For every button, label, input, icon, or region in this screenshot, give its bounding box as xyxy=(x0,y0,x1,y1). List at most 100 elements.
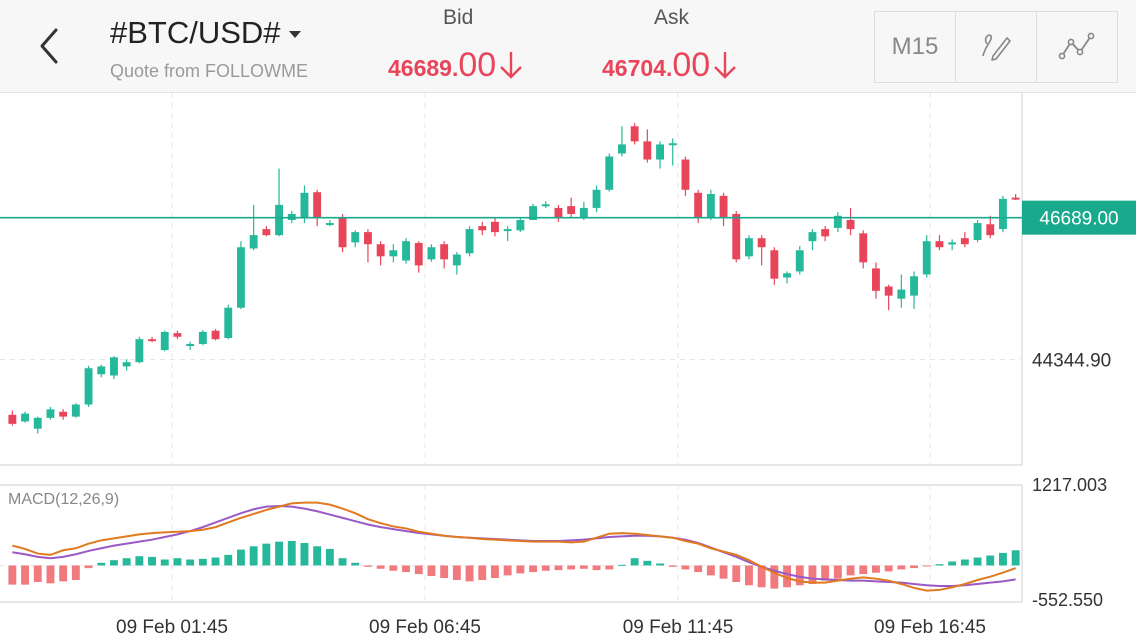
ask-price-big: 00 xyxy=(672,46,711,84)
candlestick-series xyxy=(0,123,1022,434)
candle-body xyxy=(275,204,283,236)
macd-histogram-bar xyxy=(681,565,690,570)
candle-body xyxy=(579,207,588,217)
candle-body xyxy=(694,192,703,217)
candle-body xyxy=(960,238,969,245)
candle-body xyxy=(770,250,779,279)
candle-body xyxy=(224,307,233,338)
chart-toolbox: M15 xyxy=(874,11,1118,83)
candle-body xyxy=(122,362,131,367)
macd-histogram-bar xyxy=(364,565,372,567)
candle-body xyxy=(160,331,169,351)
macd-histogram-bar xyxy=(973,557,982,566)
macd-histogram-bar xyxy=(300,542,309,566)
candle-body xyxy=(110,357,118,376)
candle-body xyxy=(313,192,322,217)
candle-body xyxy=(198,331,207,345)
current-price-tag xyxy=(1022,200,1136,235)
x-axis-label: 09 Feb 11:45 xyxy=(623,617,734,638)
macd-max-label: 1217.003 xyxy=(1032,475,1107,495)
candle-body xyxy=(529,206,537,221)
y-tick-label: 44344.90 xyxy=(1032,350,1111,371)
macd-histogram-bar xyxy=(237,549,245,566)
candle-body xyxy=(897,289,906,299)
top-bar: #BTC/USD# Quote from FOLLOWME Bid 46689.… xyxy=(0,0,1136,93)
candle-body xyxy=(732,213,741,260)
macd-histogram-bar xyxy=(579,565,588,569)
candle-body xyxy=(833,215,842,228)
candle-body xyxy=(846,220,855,230)
macd-histogram-bar xyxy=(719,565,728,579)
macd-histogram-bar xyxy=(770,565,779,589)
timeframe-button[interactable]: M15 xyxy=(875,12,956,82)
macd-histogram-bar xyxy=(224,554,233,566)
draw-tool-button[interactable] xyxy=(956,12,1037,82)
candle-body xyxy=(414,243,423,266)
bid-price-main: 46689. xyxy=(388,55,459,81)
candle-body xyxy=(376,244,385,257)
macd-histogram-bar xyxy=(833,565,842,579)
current-price-label: 46689.00 xyxy=(1039,209,1118,230)
macd-histogram-bar xyxy=(173,558,182,566)
macd-histogram-bar xyxy=(325,548,334,566)
macd-panel xyxy=(8,501,1020,592)
macd-histogram-bar xyxy=(910,565,918,569)
candle-body xyxy=(402,241,410,261)
candle-body xyxy=(745,238,753,257)
candle-body xyxy=(21,413,29,422)
macd-histogram-bar xyxy=(846,565,855,576)
quote-source: Quote from FOLLOWME xyxy=(110,61,309,81)
candle-body xyxy=(237,247,245,308)
macd-histogram-bar xyxy=(440,565,449,579)
macd-histogram-bar xyxy=(46,565,55,584)
x-axis-label: 09 Feb 01:45 xyxy=(116,617,228,638)
macd-histogram-bar xyxy=(897,565,906,570)
chart-grid xyxy=(0,93,1023,603)
macd-histogram-bar xyxy=(262,543,271,566)
candle-body xyxy=(630,126,639,142)
ask-price: 46704.00 xyxy=(602,46,738,85)
candle-body xyxy=(973,223,982,240)
pencil-draw-icon xyxy=(982,34,1011,61)
indicator-button[interactable] xyxy=(1037,12,1117,82)
macd-histogram-bar xyxy=(668,565,677,567)
macd-histogram-bar xyxy=(605,565,614,570)
candle-body xyxy=(46,409,55,418)
macd-histogram-bar xyxy=(922,565,931,567)
back-arrow-icon[interactable] xyxy=(34,26,66,66)
candle-body xyxy=(97,366,106,375)
symbol-selector[interactable]: #BTC/USD# xyxy=(110,15,301,51)
symbol-title: #BTC/USD# xyxy=(110,15,281,50)
candle-body xyxy=(186,344,195,347)
macd-min-label: -552.550 xyxy=(1032,590,1103,610)
macd-histogram-bar xyxy=(872,565,880,573)
candle-body xyxy=(338,217,347,248)
candle-body xyxy=(935,241,944,248)
macd-histogram-bar xyxy=(160,559,169,566)
bid-price: 46689.00 xyxy=(388,46,524,85)
macd-histogram-bar xyxy=(808,565,817,584)
candle-body xyxy=(668,143,677,146)
candle-body xyxy=(491,221,499,233)
macd-histogram-bar xyxy=(999,552,1007,566)
macd-histogram-bar xyxy=(275,541,283,566)
candle-body xyxy=(8,414,17,424)
candle-body xyxy=(618,144,626,154)
macd-histogram-bar xyxy=(313,546,322,566)
macd-histogram-bar xyxy=(706,565,715,576)
macd-histogram-bar xyxy=(630,558,639,566)
dropdown-caret-icon xyxy=(288,31,301,39)
macd-histogram-bar xyxy=(783,565,791,588)
macd-histogram-bar xyxy=(554,565,563,571)
candle-body xyxy=(351,232,360,243)
candle-body xyxy=(821,229,830,237)
candle-body xyxy=(922,241,931,275)
macd-histogram-bar xyxy=(986,555,995,566)
candle-body xyxy=(135,339,144,363)
candle-body xyxy=(656,144,664,160)
macd-label: MACD(12,26,9) xyxy=(8,491,119,508)
axis-labels: 46689.00 44344.90 MACD(12,26,9) 1217.003 -55… xyxy=(8,200,1136,638)
macd-histogram-bar xyxy=(135,556,144,566)
ask-price-main: 46704. xyxy=(602,55,673,81)
